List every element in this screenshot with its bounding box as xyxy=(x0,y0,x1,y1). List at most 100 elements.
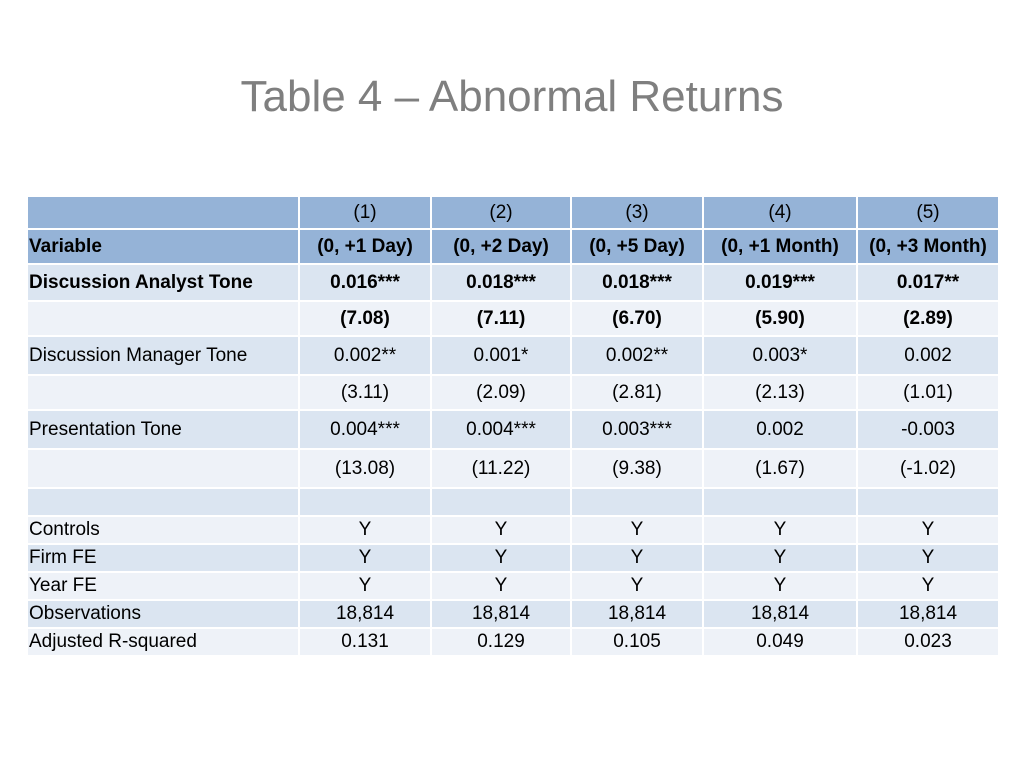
table-cell: 0.002 xyxy=(702,409,858,450)
table-cell: 0.129 xyxy=(430,627,572,657)
row-label: Presentation Tone xyxy=(26,409,300,450)
table-cell: (2.09) xyxy=(430,374,572,411)
table-row: Observations 18,814 18,814 18,814 18,814… xyxy=(26,599,1000,629)
table-cell: (-1.02) xyxy=(856,448,1000,489)
window-header: (0, +3 Month) xyxy=(856,228,1000,265)
table-cell: 0.002** xyxy=(570,335,704,376)
row-label xyxy=(26,487,300,517)
row-label xyxy=(26,448,300,489)
table-cell: (2.89) xyxy=(856,300,1000,337)
row-label: Observations xyxy=(26,599,300,629)
table-cell: Y xyxy=(298,515,432,545)
table-cell: 0.105 xyxy=(570,627,704,657)
table-cell: Y xyxy=(430,543,572,573)
table-cell: 0.001* xyxy=(430,335,572,376)
row-label: Discussion Analyst Tone xyxy=(26,263,300,302)
table-row: Firm FE Y Y Y Y Y xyxy=(26,543,1000,573)
table-row: (13.08) (11.22) (9.38) (1.67) (-1.02) xyxy=(26,448,1000,489)
table-cell: 0.002 xyxy=(856,335,1000,376)
table-cell: 18,814 xyxy=(430,599,572,629)
table-cell: (11.22) xyxy=(430,448,572,489)
table-row: Controls Y Y Y Y Y xyxy=(26,515,1000,545)
column-number: (4) xyxy=(702,195,858,230)
column-number: (5) xyxy=(856,195,1000,230)
table-cell: 0.003*** xyxy=(570,409,704,450)
table-cell: (2.81) xyxy=(570,374,704,411)
row-label xyxy=(26,374,300,411)
row-label: Year FE xyxy=(26,571,300,601)
table-cell: Y xyxy=(430,515,572,545)
column-number: (3) xyxy=(570,195,704,230)
table-cell: (1.67) xyxy=(702,448,858,489)
table-cell: 18,814 xyxy=(298,599,432,629)
table-cell: (13.08) xyxy=(298,448,432,489)
table-cell: (3.11) xyxy=(298,374,432,411)
variable-header: Variable xyxy=(26,228,300,265)
header-corner-cell xyxy=(26,195,300,230)
table-row: Adjusted R-squared 0.131 0.129 0.105 0.0… xyxy=(26,627,1000,657)
results-table: (1) (2) (3) (4) (5) Variable (0, +1 Day)… xyxy=(26,195,1000,657)
table-cell: Y xyxy=(430,571,572,601)
table-cell: (1.01) xyxy=(856,374,1000,411)
table-cell: Y xyxy=(856,515,1000,545)
table-cell: Y xyxy=(570,571,704,601)
row-label: Firm FE xyxy=(26,543,300,573)
table-cell: Y xyxy=(570,515,704,545)
table-cell xyxy=(430,487,572,517)
table-cell: Y xyxy=(856,571,1000,601)
slide-title: Table 4 – Abnormal Returns xyxy=(240,72,784,121)
table-cell: 18,814 xyxy=(856,599,1000,629)
column-number: (2) xyxy=(430,195,572,230)
window-header-row: Variable (0, +1 Day) (0, +2 Day) (0, +5 … xyxy=(26,228,1000,265)
table-cell: (6.70) xyxy=(570,300,704,337)
row-label: Adjusted R-squared xyxy=(26,627,300,657)
table-cell: Y xyxy=(702,571,858,601)
table-cell: 0.017** xyxy=(856,263,1000,302)
table-row: Discussion Analyst Tone 0.016*** 0.018**… xyxy=(26,263,1000,302)
table-cell: -0.003 xyxy=(856,409,1000,450)
table-cell: 0.049 xyxy=(702,627,858,657)
table-cell: 0.019*** xyxy=(702,263,858,302)
window-header: (0, +2 Day) xyxy=(430,228,572,265)
table-row: (7.08) (7.11) (6.70) (5.90) (2.89) xyxy=(26,300,1000,337)
table-cell: Y xyxy=(298,543,432,573)
table-cell: (9.38) xyxy=(570,448,704,489)
table-row: (3.11) (2.09) (2.81) (2.13) (1.01) xyxy=(26,374,1000,411)
table-cell: 18,814 xyxy=(570,599,704,629)
table-cell: (5.90) xyxy=(702,300,858,337)
window-header: (0, +1 Month) xyxy=(702,228,858,265)
table-cell: Y xyxy=(702,515,858,545)
table-cell: 0.131 xyxy=(298,627,432,657)
table-cell: (2.13) xyxy=(702,374,858,411)
row-label: Discussion Manager Tone xyxy=(26,335,300,376)
table-cell: (7.11) xyxy=(430,300,572,337)
table-cell: 0.004*** xyxy=(298,409,432,450)
table-cell xyxy=(298,487,432,517)
table-cell: 18,814 xyxy=(702,599,858,629)
table-cell xyxy=(702,487,858,517)
table-row xyxy=(26,487,1000,517)
row-label xyxy=(26,300,300,337)
table-cell: 0.002** xyxy=(298,335,432,376)
table-cell: 0.018*** xyxy=(430,263,572,302)
row-label: Controls xyxy=(26,515,300,545)
table-cell xyxy=(856,487,1000,517)
window-header: (0, +5 Day) xyxy=(570,228,704,265)
table-cell: Y xyxy=(702,543,858,573)
table-cell: 0.018*** xyxy=(570,263,704,302)
table-cell: (7.08) xyxy=(298,300,432,337)
table-cell: 0.016*** xyxy=(298,263,432,302)
table-cell: 0.023 xyxy=(856,627,1000,657)
table-row: Discussion Manager Tone 0.002** 0.001* 0… xyxy=(26,335,1000,376)
table-cell: Y xyxy=(570,543,704,573)
table-cell xyxy=(570,487,704,517)
column-number-row: (1) (2) (3) (4) (5) xyxy=(26,195,1000,230)
table-row: Presentation Tone 0.004*** 0.004*** 0.00… xyxy=(26,409,1000,450)
table-cell: Y xyxy=(856,543,1000,573)
column-number: (1) xyxy=(298,195,432,230)
table-row: Year FE Y Y Y Y Y xyxy=(26,571,1000,601)
table-cell: 0.004*** xyxy=(430,409,572,450)
table-cell: 0.003* xyxy=(702,335,858,376)
window-header: (0, +1 Day) xyxy=(298,228,432,265)
table-cell: Y xyxy=(298,571,432,601)
